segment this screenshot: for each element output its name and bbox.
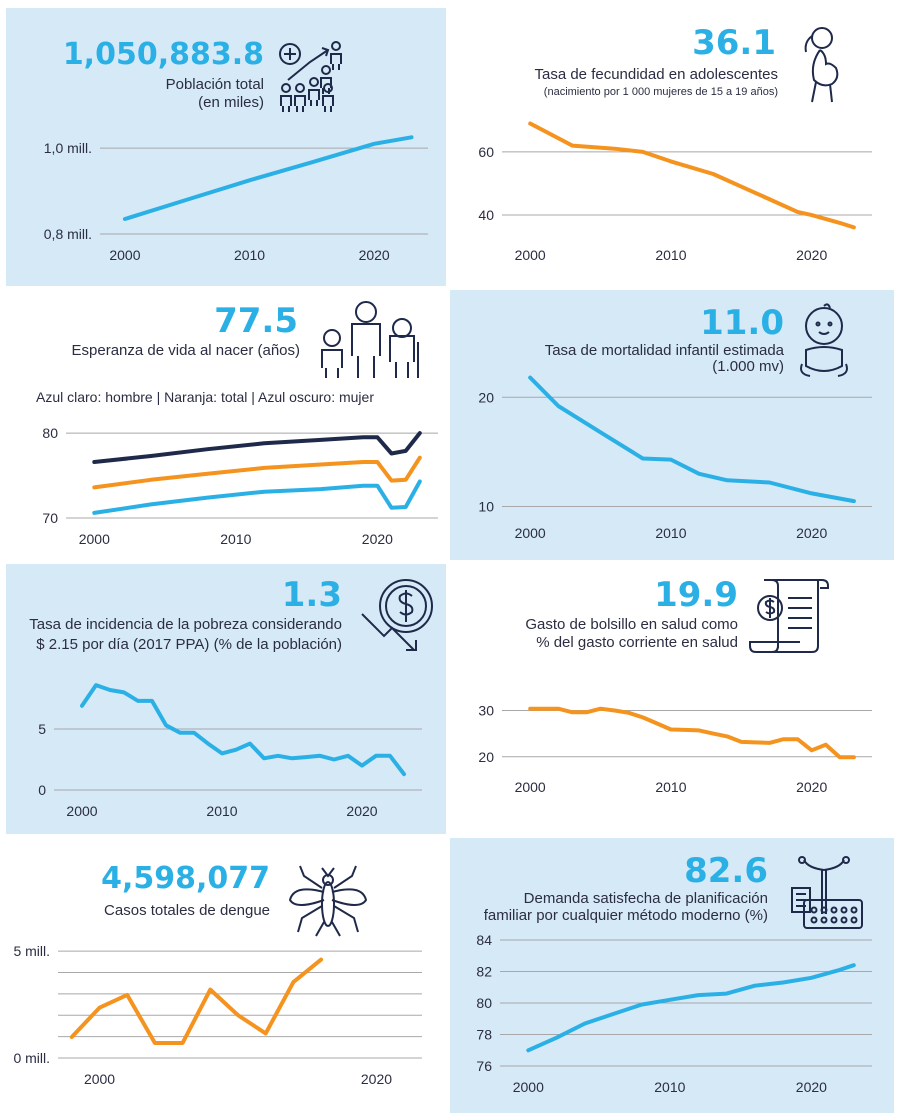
x-tick-label: 2000 bbox=[66, 803, 97, 819]
y-tick-label: 70 bbox=[42, 510, 58, 526]
y-tick-label: 30 bbox=[478, 703, 494, 719]
x-tick-label: 2010 bbox=[206, 803, 237, 819]
oop-health-value: 19.9 bbox=[654, 575, 738, 615]
y-tick-label: 82 bbox=[476, 964, 492, 980]
panel-dengue: 0 mill. 5 mill. 2000 2020 4,598,077 Casos t… bbox=[6, 838, 446, 1113]
series-line-2 bbox=[92, 479, 422, 515]
series-line-0 bbox=[122, 135, 414, 221]
infant-mortality-value: 11.0 bbox=[700, 303, 784, 343]
x-tick-label: 2000 bbox=[515, 779, 546, 795]
oop-health-label-line2: % del gasto corriente en salud bbox=[536, 634, 738, 651]
population-growth-icon bbox=[279, 41, 342, 112]
oop-health-label-line1: Gasto de bolsillo en salud como bbox=[525, 616, 738, 633]
population-label-line2: (en miles) bbox=[198, 94, 264, 111]
series-line-0 bbox=[69, 957, 324, 1045]
chart-svg: 0 mill. 5 mill. 2000 2020 bbox=[13, 943, 422, 1087]
chart-svg: 20 30 2000 2010 2020 bbox=[478, 703, 872, 795]
x-tick-label: 2000 bbox=[515, 247, 546, 263]
contraceptive-icon bbox=[791, 856, 863, 929]
series-line-0 bbox=[80, 683, 406, 777]
series-line-0 bbox=[528, 375, 856, 504]
dengue-label: Casos totales de dengue bbox=[104, 902, 270, 919]
x-tick-label: 2020 bbox=[796, 247, 827, 263]
panel-population: 0,8 mill. 1,0 mill. 2000 2010 2020 1,050,883… bbox=[6, 8, 446, 286]
series-line-0 bbox=[526, 963, 856, 1053]
panel-life-expectancy: 70 80 2000 2010 2020 77.5 Esperanza de vida … bbox=[6, 290, 446, 560]
panel-fertility: 40 60 2000 2010 2020 36.1 Tasa de fecundidad… bbox=[450, 8, 894, 286]
chart-svg: 0,8 mill. 1,0 mill. 2000 2010 2020 bbox=[44, 135, 428, 263]
y-tick-label: 0,8 mill. bbox=[44, 226, 92, 242]
family-icon bbox=[321, 301, 419, 378]
y-tick-label: 0 mill. bbox=[13, 1050, 50, 1066]
x-tick-label: 2010 bbox=[654, 1079, 685, 1095]
x-tick-label: 2020 bbox=[346, 803, 377, 819]
pregnant-woman-icon bbox=[804, 27, 839, 103]
x-tick-label: 2020 bbox=[359, 247, 390, 263]
y-tick-label: 80 bbox=[42, 425, 58, 441]
x-tick-label: 2020 bbox=[361, 1071, 392, 1087]
series-line-0 bbox=[92, 431, 422, 464]
y-tick-label: 0 bbox=[38, 782, 46, 798]
x-tick-label: 2000 bbox=[84, 1071, 115, 1087]
series-line-1 bbox=[92, 455, 422, 490]
money-decline-icon bbox=[361, 579, 433, 651]
x-tick-label: 2000 bbox=[79, 531, 110, 547]
x-tick-label: 2000 bbox=[515, 525, 546, 541]
y-tick-label: 78 bbox=[476, 1027, 492, 1043]
poverty-label-line1: Tasa de incidencia de la pobreza conside… bbox=[29, 616, 342, 633]
series-line-0 bbox=[528, 706, 856, 760]
x-tick-label: 2010 bbox=[655, 779, 686, 795]
y-tick-label: 60 bbox=[478, 144, 494, 160]
x-tick-label: 2020 bbox=[362, 531, 393, 547]
x-tick-label: 2020 bbox=[796, 1079, 827, 1095]
series-line-0 bbox=[528, 121, 856, 230]
fertility-sublabel: (nacimiento por 1 000 mujeres de 15 a 19… bbox=[543, 86, 778, 98]
life-expectancy-note: Azul claro: hombre | Naranja: total | Az… bbox=[36, 389, 374, 405]
chart-svg: 0 5 2000 2010 2020 bbox=[38, 683, 422, 819]
poverty-label-line2: $ 2.15 por día (2017 PPA) (% de la pobla… bbox=[36, 636, 342, 653]
panel-family-planning: 76 78 80 82 84 2000 2010 2020 82.6 Demanda sati… bbox=[450, 838, 894, 1113]
receipt-icon bbox=[749, 579, 829, 653]
baby-icon bbox=[800, 303, 848, 377]
y-tick-label: 80 bbox=[476, 995, 492, 1011]
life-expectancy-label: Esperanza de vida al nacer (años) bbox=[71, 342, 300, 359]
chart-svg: 70 80 2000 2010 2020 bbox=[42, 425, 438, 547]
chart-svg: 40 60 2000 2010 2020 bbox=[478, 121, 872, 263]
life-expectancy-value: 77.5 bbox=[214, 301, 298, 341]
dengue-value: 4,598,077 bbox=[101, 861, 270, 896]
y-tick-label: 84 bbox=[476, 932, 492, 948]
family-planning-value: 82.6 bbox=[684, 851, 768, 891]
y-tick-label: 76 bbox=[476, 1058, 492, 1074]
y-tick-label: 5 bbox=[38, 721, 46, 737]
population-value: 1,050,883.8 bbox=[62, 37, 264, 72]
x-tick-label: 2000 bbox=[513, 1079, 544, 1095]
panel-infant-mortality: 10 20 2000 2010 2020 11.0 Tasa de mortalidad… bbox=[450, 290, 894, 560]
x-tick-label: 2010 bbox=[234, 247, 265, 263]
population-label-line1: Población total bbox=[165, 76, 264, 93]
x-tick-label: 2010 bbox=[655, 525, 686, 541]
fertility-label: Tasa de fecundidad en adolescentes bbox=[534, 66, 778, 83]
chart-svg: 76 78 80 82 84 2000 2010 2020 bbox=[476, 932, 872, 1095]
infant-mortality-label-line2: (1.000 mv) bbox=[712, 358, 784, 375]
poverty-value: 1.3 bbox=[281, 575, 342, 615]
y-tick-label: 40 bbox=[478, 207, 494, 223]
infant-mortality-label-line1: Tasa de mortalidad infantil estimada bbox=[544, 342, 784, 359]
mosquito-icon bbox=[288, 865, 368, 937]
y-tick-label: 20 bbox=[478, 749, 494, 765]
x-tick-label: 2020 bbox=[796, 779, 827, 795]
chart-svg: 10 20 2000 2010 2020 bbox=[478, 375, 872, 541]
panel-oop-health: 20 30 2000 2010 2020 19.9 Gasto de bolsillo … bbox=[450, 564, 894, 834]
y-tick-label: 5 mill. bbox=[13, 943, 50, 959]
x-tick-label: 2010 bbox=[655, 247, 686, 263]
panel-poverty: 0 5 2000 2010 2020 1.3 Tasa de incidencia de… bbox=[6, 564, 446, 834]
fertility-value: 36.1 bbox=[692, 23, 776, 63]
x-tick-label: 2020 bbox=[796, 525, 827, 541]
family-planning-label-line1: Demanda satisfecha de planificación bbox=[523, 890, 768, 907]
x-tick-label: 2000 bbox=[109, 247, 140, 263]
y-tick-label: 20 bbox=[478, 389, 494, 405]
y-tick-label: 10 bbox=[478, 499, 494, 515]
family-planning-label-line2: familiar por cualquier método moderno (%… bbox=[483, 907, 768, 924]
x-tick-label: 2010 bbox=[220, 531, 251, 547]
y-tick-label: 1,0 mill. bbox=[44, 140, 92, 156]
